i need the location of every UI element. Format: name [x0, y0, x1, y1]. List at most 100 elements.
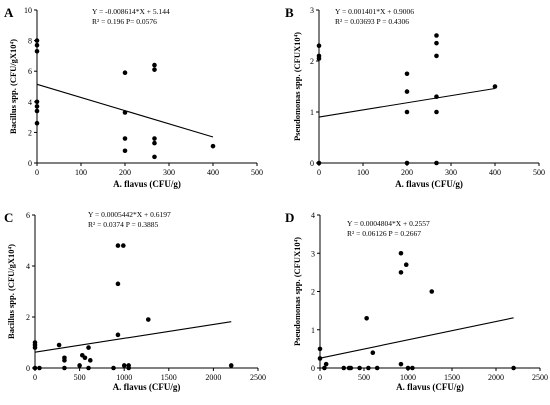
data-point [122, 136, 128, 141]
data-point [152, 136, 157, 141]
x-axis-label: A. flavus (CFU/g) [395, 179, 463, 189]
x-axis-label: A. flavus (CFU/g) [113, 179, 181, 189]
regression-equation: Y = 0.001401*X + 0.9006 [335, 7, 414, 16]
data-point [434, 109, 439, 115]
data-point [341, 365, 347, 371]
data-point [405, 365, 411, 371]
y-tick-label: 0 [311, 364, 315, 373]
data-point [429, 289, 435, 294]
data-point [34, 120, 40, 126]
data-point [511, 365, 516, 371]
data-point [152, 140, 157, 146]
x-tick-label: 2500 [532, 373, 548, 382]
data-point [316, 43, 322, 48]
data-point [357, 365, 362, 371]
data-point [62, 365, 67, 371]
data-point [32, 365, 38, 371]
x-tick-label: 2000 [205, 373, 221, 382]
y-tick-label: 0 [26, 364, 30, 373]
data-point [115, 281, 121, 287]
data-point [88, 358, 93, 363]
data-point [434, 40, 439, 46]
data-point [34, 99, 40, 105]
x-tick-label: 1500 [444, 373, 460, 382]
data-point [317, 346, 323, 352]
data-point [122, 110, 128, 115]
panel-a: A 0 100 200 300 400 500 0 2 4 6 8 10 Y = -0.008614*X … [4, 5, 263, 189]
data-point [32, 345, 38, 350]
y-tick-label: 2 [26, 313, 30, 322]
data-point [145, 317, 151, 322]
data-point [434, 160, 439, 166]
data-point [370, 350, 376, 356]
data-point [122, 70, 128, 76]
x-tick-label: 100 [357, 168, 369, 177]
data-point [111, 365, 116, 371]
data-point [115, 332, 121, 338]
regression-line [319, 317, 514, 359]
y-axis-label: Pseudomonas spp. (CFUX10⁴) [292, 237, 302, 346]
data-point [348, 365, 354, 371]
data-point [34, 42, 40, 48]
data-point [86, 365, 91, 371]
x-axis-label: A. flavus (CFU/g) [113, 382, 181, 392]
panel-b: B 0 100 200 300 400 500 0 1 2 3 Y = 0.001401*X + 0.… [285, 5, 545, 189]
x-tick-label: 500 [251, 168, 263, 177]
data-point [398, 270, 404, 275]
y-tick-label: 2 [28, 128, 32, 137]
data-point [34, 49, 40, 54]
x-tick-label: 200 [119, 168, 131, 177]
data-point [56, 342, 62, 348]
data-point [152, 154, 157, 160]
regression-line [318, 87, 496, 118]
regression-stats: R² = 0.0374 P = 0.3885 [88, 220, 158, 229]
y-tick-label: 2 [310, 57, 314, 66]
x-tick-label: 1000 [400, 373, 416, 382]
y-tick-label: 3 [310, 6, 314, 15]
data-point [323, 361, 329, 367]
x-tick-label: 500 [358, 373, 370, 382]
y-tick-label: 6 [28, 67, 32, 76]
data-point [404, 71, 410, 77]
panel-letter: A [4, 5, 14, 20]
data-point [322, 365, 327, 371]
data-point [403, 262, 409, 268]
data-point [434, 53, 439, 59]
data-point [34, 108, 40, 114]
x-tick-label: 200 [401, 168, 413, 177]
x-tick-label: 2500 [250, 373, 266, 382]
y-tick-label: 4 [311, 211, 315, 220]
regression-line [34, 321, 232, 353]
data-point [34, 104, 40, 109]
y-axis-label: Pseudomonas spp. (CFUX10⁴) [292, 32, 302, 141]
x-tick-label: 400 [207, 168, 219, 177]
y-tick-label: 4 [26, 262, 30, 271]
data-point [316, 56, 322, 61]
x-tick-label: 500 [533, 168, 545, 177]
data-point [152, 67, 157, 72]
data-point [228, 363, 234, 368]
data-point [86, 345, 91, 350]
data-point [434, 94, 439, 99]
data-point [152, 62, 157, 68]
regression-equation: Y = -0.008614*X + 5.144 [92, 7, 170, 16]
y-tick-label: 6 [26, 211, 30, 220]
y-tick-label: 0 [28, 159, 32, 168]
data-point [34, 38, 40, 43]
panel-letter: C [4, 210, 13, 225]
data-point [364, 315, 369, 321]
x-tick-label: 500 [74, 373, 86, 382]
data-point [366, 365, 371, 371]
data-point [122, 148, 128, 154]
data-point [316, 160, 322, 166]
regression-stats: R² = 0.196 P= 0.0576 [92, 17, 157, 26]
data-point [317, 356, 323, 361]
data-point [121, 243, 126, 248]
data-point [398, 361, 404, 367]
y-tick-label: 10 [24, 6, 32, 15]
data-point [404, 109, 410, 115]
data-point [374, 365, 380, 371]
data-point [37, 365, 42, 371]
data-point [434, 33, 439, 38]
